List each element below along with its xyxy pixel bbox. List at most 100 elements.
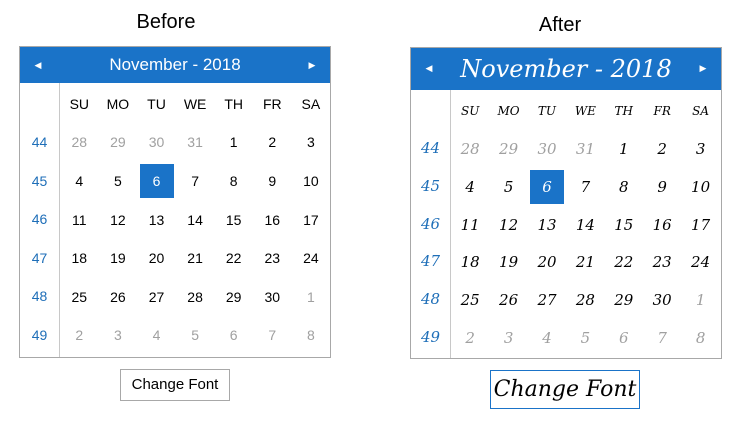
day-cell[interactable]: 1 [306,288,315,305]
day-cell[interactable]: 13 [148,211,165,228]
day-cell[interactable]: 11 [460,215,480,234]
day-cell[interactable]: 3 [503,328,514,347]
day-cell[interactable]: 18 [460,253,480,272]
day-cell[interactable]: 2 [268,134,277,151]
day-cell[interactable]: 23 [264,250,281,267]
day-cell[interactable]: 26 [110,288,126,305]
day-cell[interactable]: 25 [71,288,88,305]
day-cell[interactable]: 17 [303,211,319,228]
day-cell[interactable]: 10 [303,172,319,189]
day-cell[interactable]: 27 [148,288,165,305]
day-cell[interactable]: 7 [657,328,667,347]
day-cell[interactable]: 10 [691,177,711,196]
day-cell-selected[interactable]: 6 [530,169,564,204]
day-cell[interactable]: 5 [503,177,514,196]
day-cell[interactable]: 4 [542,328,552,347]
day-cell[interactable]: 24 [691,253,711,272]
day-cell[interactable]: 2 [465,328,475,347]
day-cell[interactable]: 19 [499,253,519,272]
day-cell[interactable]: 1 [695,291,706,310]
day-cell[interactable]: 27 [537,291,557,310]
day-cell[interactable]: 31 [187,134,203,151]
day-cell[interactable]: 15 [614,215,634,234]
day-cell[interactable]: 3 [306,134,315,151]
day-cell[interactable]: 26 [499,291,519,310]
day-cell[interactable]: 29 [614,291,634,310]
day-of-week-label: WE [574,104,596,118]
change-font-button[interactable]: Change Font [120,369,230,401]
day-cell[interactable]: 29 [110,134,126,151]
day-cell[interactable]: 15 [225,211,242,228]
prev-month-icon[interactable]: ◀ [34,59,42,70]
day-cell[interactable]: 30 [264,288,281,305]
day-cell[interactable]: 30 [652,291,672,310]
day-cell[interactable]: 8 [695,328,706,347]
month-title[interactable]: November - 2018 [460,55,672,83]
day-cell[interactable]: 5 [191,327,199,344]
week-number-column: 44 45 46 47 48 49 [20,83,60,357]
day-cell[interactable]: 20 [537,253,557,272]
day-cell[interactable]: 12 [499,215,519,234]
day-cell[interactable]: 9 [657,177,667,196]
day-cell[interactable]: 3 [695,139,706,158]
day-cell[interactable]: 12 [110,211,126,228]
day-cell[interactable]: 8 [306,327,315,344]
day-cell[interactable]: 5 [113,172,122,189]
day-cell[interactable]: 23 [652,253,672,272]
day-cell[interactable]: 7 [580,177,591,196]
day-cell[interactable]: 28 [575,291,595,310]
day-cell[interactable]: 22 [614,253,634,272]
day-cell[interactable]: 4 [152,327,161,344]
day-cell-selected[interactable]: 6 [139,163,174,198]
day-of-week-label: FR [262,96,282,112]
day-cell[interactable]: 2 [657,139,667,158]
day-cell[interactable]: 18 [71,250,88,267]
day-cell[interactable]: 4 [75,172,84,189]
day-cell[interactable]: 11 [72,211,87,228]
day-cell[interactable]: 20 [148,250,165,267]
month-title[interactable]: November - 2018 [109,55,241,74]
day-cell[interactable]: 22 [225,250,242,267]
day-cell[interactable]: 25 [460,291,480,310]
day-cell[interactable]: 13 [537,215,557,234]
day-cell[interactable]: 5 [580,328,591,347]
after-caption: After [538,14,582,36]
day-cell[interactable]: 21 [575,253,595,272]
day-cell[interactable]: 4 [465,177,475,196]
next-month-icon[interactable]: ▶ [308,59,316,70]
day-cell[interactable]: 24 [303,250,319,267]
day-cell[interactable]: 16 [264,211,281,228]
day-cell[interactable]: 16 [652,215,672,234]
day-cell[interactable]: 9 [268,172,277,189]
day-cell[interactable]: 1 [619,139,629,158]
week-number: 47 [420,252,441,271]
change-font-button-styled[interactable]: Change Font [490,370,640,409]
day-cell[interactable]: 2 [75,327,84,344]
day-cell[interactable]: 30 [537,139,557,158]
day-cell[interactable]: 28 [460,139,480,158]
week-number: 48 [31,288,48,305]
day-cell[interactable]: 7 [191,172,199,189]
prev-month-icon[interactable]: ◀ [425,64,433,74]
day-cell[interactable]: 1 [229,134,238,151]
day-cell[interactable]: 6 [619,328,629,347]
day-cell[interactable]: 28 [71,134,88,151]
next-month-icon[interactable]: ▶ [699,64,707,74]
day-cell[interactable]: 30 [148,134,165,151]
day-cell[interactable]: 17 [691,215,711,234]
day-cell[interactable]: 29 [499,139,519,158]
day-cell[interactable]: 6 [229,327,238,344]
day-cell[interactable]: 8 [619,177,629,196]
day-cell[interactable]: 21 [187,250,203,267]
day-cell[interactable]: 28 [187,288,203,305]
day-of-week-label: TU [537,104,557,118]
day-cell[interactable]: 7 [268,327,277,344]
day-of-week-label: TU [147,96,166,112]
day-cell[interactable]: 31 [575,139,595,158]
day-cell[interactable]: 14 [187,211,203,228]
day-cell[interactable]: 19 [110,250,126,267]
day-cell[interactable]: 3 [113,327,122,344]
day-cell[interactable]: 8 [229,172,238,189]
day-cell[interactable]: 14 [575,215,595,234]
day-cell[interactable]: 29 [225,288,242,305]
